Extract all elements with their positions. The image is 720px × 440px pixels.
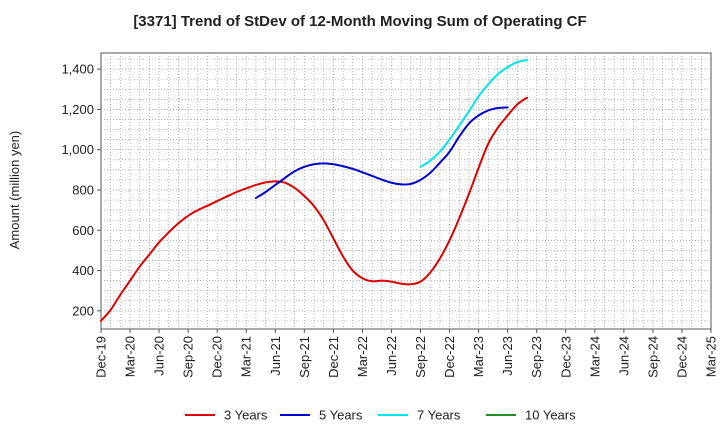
x-tick-label: Dec-20 (210, 336, 225, 378)
legend-label-10-years: 10 Years (525, 408, 576, 423)
y-tick-label: 600 (72, 223, 94, 238)
x-tick-label: Dec-23 (558, 336, 573, 378)
x-tick-label: Jun-24 (616, 336, 631, 376)
x-tick-label: Jun-23 (500, 336, 515, 376)
y-axis-label: Amount (million yen) (7, 131, 22, 250)
y-tick-label: 1,400 (61, 62, 94, 77)
x-tick-label: Jun-22 (384, 336, 399, 376)
y-tick-label: 200 (72, 303, 94, 318)
y-tick-label: 800 (72, 182, 94, 197)
x-tick-label: Sep-21 (297, 336, 312, 378)
x-tick-label: Sep-24 (645, 336, 660, 378)
x-tick-label: Dec-22 (442, 336, 457, 378)
series-line-3-years (100, 96, 529, 322)
series-line-5-years (254, 106, 509, 200)
legend-label-5-years: 5 Years (319, 408, 363, 423)
x-tick-label: Jun-20 (152, 336, 167, 376)
x-tick-label: Mar-24 (587, 336, 602, 377)
x-tick-label: Sep-23 (529, 336, 544, 378)
y-tick-label: 400 (72, 263, 94, 278)
chart-title: [3371] Trend of StDev of 12-Month Moving… (133, 13, 586, 30)
x-tick-label: Sep-22 (413, 336, 428, 378)
x-tick-label: Mar-21 (239, 336, 254, 377)
x-tick-label: Jun-21 (268, 336, 283, 376)
legend-label-7-years: 7 Years (417, 408, 461, 423)
x-tick-label: Mar-22 (355, 336, 370, 377)
x-tick-label: Mar-23 (471, 336, 486, 377)
y-tick-label: 1,200 (61, 102, 94, 117)
x-tick-label: Dec-21 (326, 336, 341, 378)
x-tick-label: Dec-24 (674, 336, 689, 378)
x-tick-label: Mar-20 (123, 336, 138, 377)
x-tick-label: Mar-25 (704, 336, 719, 377)
legend-label-3-years: 3 Years (224, 408, 268, 423)
x-tick-label: Sep-20 (181, 336, 196, 378)
y-tick-label: 1,000 (61, 142, 94, 157)
series-line-7-years (419, 59, 529, 168)
x-tick-label: Dec-19 (94, 336, 109, 378)
plot-area (100, 52, 712, 330)
